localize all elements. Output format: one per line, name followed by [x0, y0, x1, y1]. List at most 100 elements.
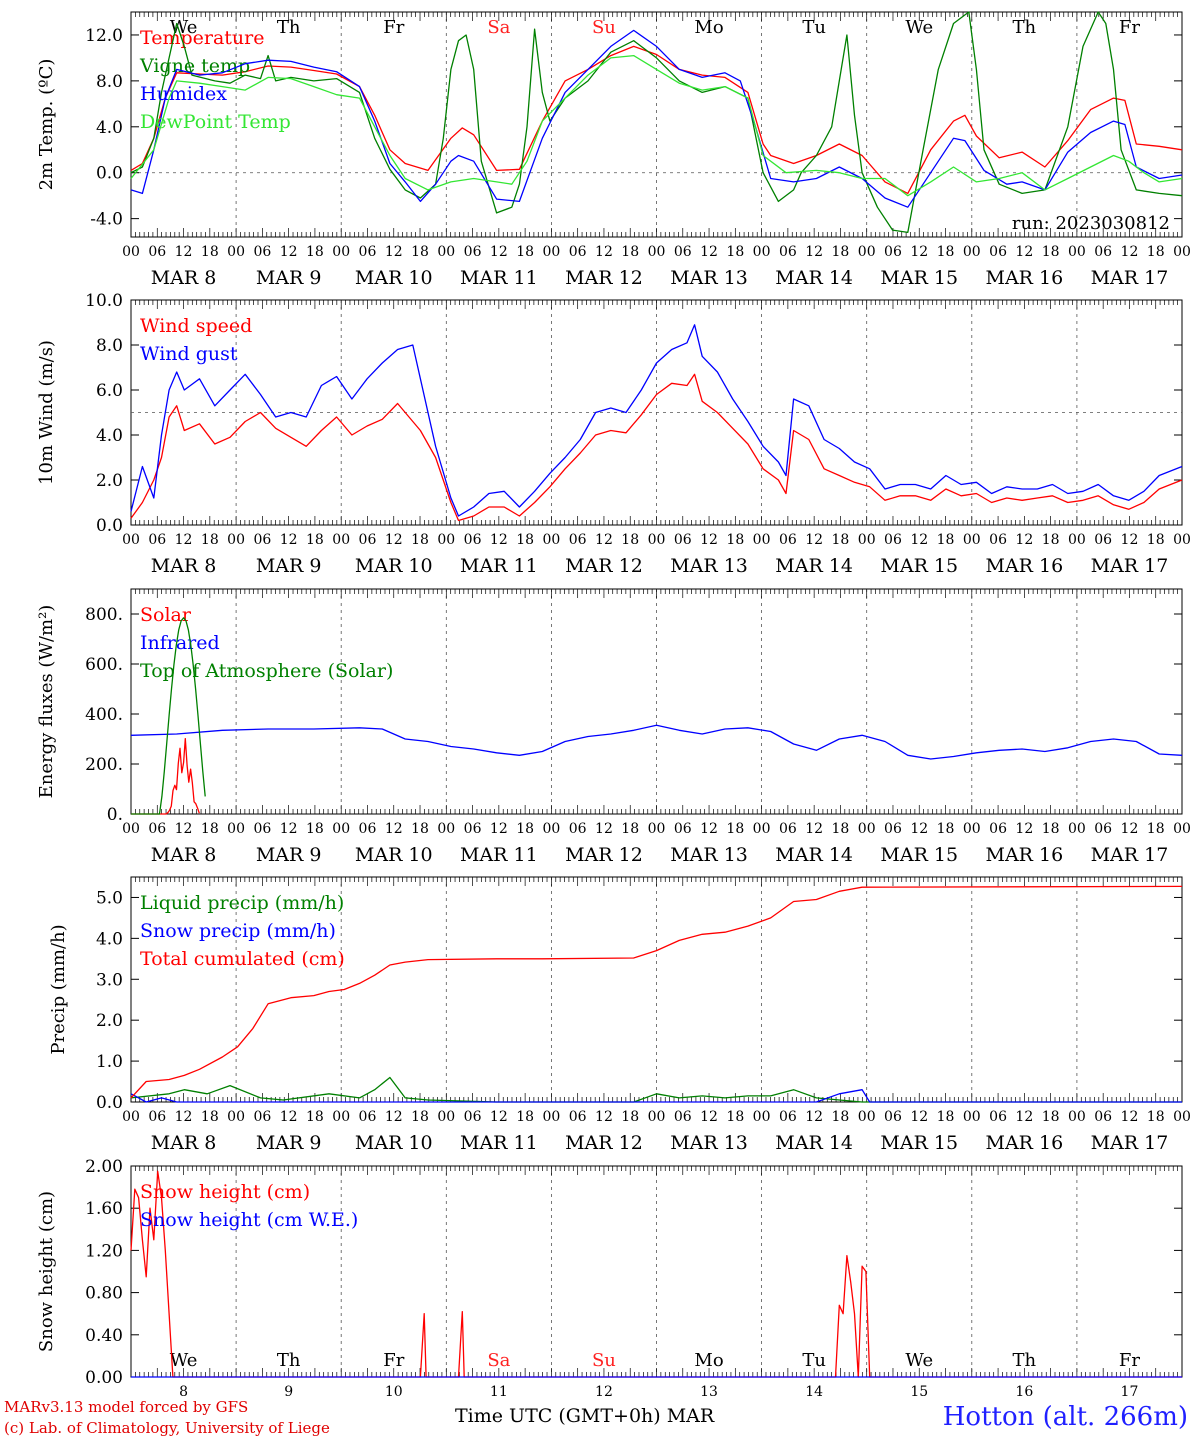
hour-tick-label: 18 [621, 532, 639, 548]
day-number-label: 11 [490, 1384, 508, 1400]
legend-entry: Top of Atmosphere (Solar) [140, 660, 393, 682]
hour-tick-label: 12 [280, 532, 298, 548]
hour-tick-label: 00 [542, 821, 560, 837]
date-label: MAR 14 [775, 555, 853, 577]
weekday-label: We [170, 1350, 198, 1371]
series-line-red [130, 45, 1183, 195]
hour-tick-label: 12 [1121, 821, 1139, 837]
hour-tick-label: 00 [858, 532, 876, 548]
day-number-label: 9 [284, 1384, 293, 1400]
hour-tick-label: 18 [726, 532, 744, 548]
hour-tick-label: 18 [1042, 532, 1060, 548]
weekday-label: Su [592, 17, 616, 38]
date-label: MAR 13 [670, 555, 748, 577]
day-number-label: 10 [385, 1384, 403, 1400]
weekday-label: Fr [383, 17, 404, 38]
credit-line-1: MARv3.13 model forced by GFS [4, 1398, 249, 1416]
legend-entry: DewPoint Temp [140, 111, 291, 133]
hour-tick-label: 12 [910, 244, 928, 260]
weekday-label: Su [592, 1350, 616, 1371]
y-tick-label: 3.0 [96, 970, 123, 990]
weekday-label: Th [1013, 17, 1037, 38]
y-tick-label: 8.0 [96, 72, 123, 92]
hour-tick-label: 18 [411, 532, 429, 548]
hour-tick-label: 12 [175, 244, 193, 260]
date-label: MAR 10 [355, 1132, 433, 1154]
date-label: MAR 11 [460, 1132, 538, 1154]
panel-5: 0.00 0.40 0.80 1.20 1.60 2.00 Snow height (cm)… [36, 1157, 1183, 1400]
weekday-label: Th [277, 17, 301, 38]
y-axis-label: 2m Temp. (ºC) [36, 59, 57, 191]
hour-tick-label: 00 [963, 244, 981, 260]
hour-tick-label: 18 [306, 1109, 324, 1125]
y-tick-label: 1.20 [85, 1241, 123, 1261]
hour-tick-label: 12 [700, 532, 718, 548]
series-line-red [130, 885, 1183, 1099]
hour-tick-label: 06 [674, 1109, 692, 1125]
date-label: MAR 12 [565, 555, 643, 577]
weekday-label: Tu [802, 1350, 826, 1371]
hour-tick-label: 12 [385, 532, 403, 548]
y-tick-label: 0.0 [96, 516, 123, 536]
y-tick-label: 4.0 [96, 929, 123, 949]
hour-tick-label: 18 [1042, 244, 1060, 260]
hour-tick-label: 00 [227, 244, 245, 260]
hour-tick-label: 06 [253, 821, 271, 837]
weekday-label: Sa [487, 1350, 510, 1371]
hour-tick-label: 06 [884, 1109, 902, 1125]
hour-tick-label: 00 [437, 244, 455, 260]
weekday-label: Fr [1119, 1350, 1140, 1371]
date-label: MAR 16 [985, 267, 1063, 289]
hour-tick-label: 12 [1015, 1109, 1033, 1125]
hour-tick-label: 06 [569, 244, 587, 260]
hour-tick-label: 18 [621, 1109, 639, 1125]
hour-tick-label: 00 [332, 244, 350, 260]
y-axis-label: Precip (mm/h) [48, 924, 69, 1054]
date-label: MAR 8 [151, 555, 217, 577]
date-label: MAR 16 [985, 844, 1063, 866]
hour-tick-label: 12 [595, 532, 613, 548]
weekday-label: Fr [383, 1350, 404, 1371]
hour-tick-label: 12 [1015, 821, 1033, 837]
hour-tick-label: 06 [674, 532, 692, 548]
date-label: MAR 17 [1091, 555, 1169, 577]
date-label: MAR 14 [775, 267, 853, 289]
series-line-red [130, 373, 1183, 522]
series-line-lightgreen [130, 54, 1183, 197]
weekday-label: We [170, 17, 198, 38]
day-number-label: 16 [1015, 1384, 1033, 1400]
panel-2: 0.0 2.0 4.0 6.0 8.0 10.0 10m Wind (m/s) 00 06 12 1… [36, 291, 1191, 577]
hour-tick-label: 00 [1068, 821, 1086, 837]
hour-tick-label: 18 [306, 821, 324, 837]
hour-tick-label: 06 [359, 821, 377, 837]
date-label: MAR 11 [460, 267, 538, 289]
series-line-red [131, 737, 200, 815]
hour-tick-label: 18 [201, 1109, 219, 1125]
hour-tick-label: 06 [1094, 244, 1112, 260]
hour-tick-label: 00 [332, 532, 350, 548]
hour-tick-label: 06 [779, 1109, 797, 1125]
series-line-green [130, 1076, 1182, 1103]
hour-tick-label: 06 [359, 244, 377, 260]
hour-tick-label: 12 [490, 532, 508, 548]
date-label: MAR 10 [355, 267, 433, 289]
hour-tick-label: 06 [359, 1109, 377, 1125]
y-tick-label: 0.00 [85, 1368, 123, 1388]
panel-1: -4.0 0.0 4.0 8.0 12.0 2m Temp. (ºC) 00 06 12 18 MA… [36, 11, 1191, 289]
date-label: MAR 17 [1091, 267, 1169, 289]
hour-tick-label: 06 [148, 821, 166, 837]
hour-tick-label: 06 [779, 244, 797, 260]
date-label: MAR 10 [355, 844, 433, 866]
hour-tick-label: 00 [1068, 244, 1086, 260]
date-label: MAR 16 [985, 555, 1063, 577]
day-number-label: 14 [805, 1384, 823, 1400]
date-label: MAR 11 [460, 844, 538, 866]
hour-tick-label: 12 [805, 821, 823, 837]
y-tick-label: 4.0 [96, 426, 123, 446]
hour-tick-label: 18 [726, 1109, 744, 1125]
hour-tick-label: 12 [280, 821, 298, 837]
hour-tick-label: 06 [569, 1109, 587, 1125]
hour-tick-label: 18 [937, 244, 955, 260]
y-tick-label: 0. [107, 805, 123, 825]
hour-tick-label: 06 [464, 532, 482, 548]
